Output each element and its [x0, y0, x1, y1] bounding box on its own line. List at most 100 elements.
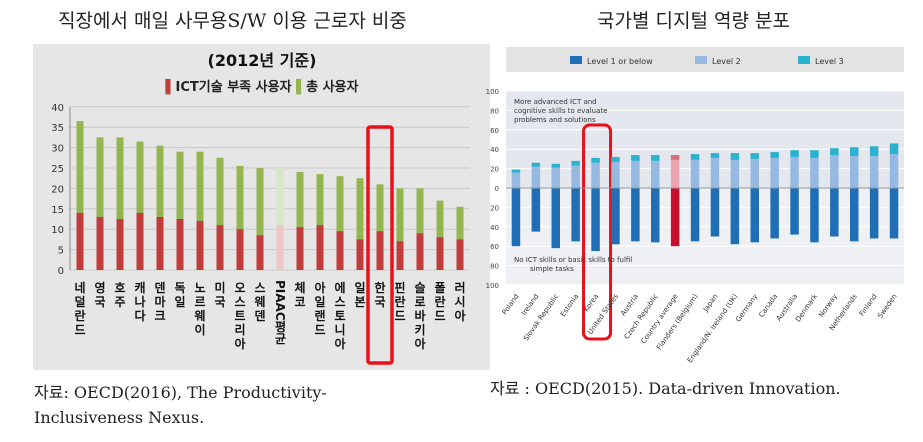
- right-bar-level3: [551, 163, 560, 168]
- right-bar-level3: [710, 153, 720, 158]
- right-bar-level3: [830, 148, 839, 156]
- right-bar-level1: [651, 188, 660, 243]
- left-bar-ict: [296, 227, 304, 270]
- left-bar-total: [236, 165, 244, 270]
- right-bar-level1: [531, 188, 541, 232]
- left-bar-total: [96, 137, 104, 270]
- left-bar-ict: [136, 212, 144, 270]
- right-y-tick-label: 60: [490, 127, 499, 135]
- right-bar-level3: [730, 153, 740, 160]
- left-bar-total: [376, 184, 384, 270]
- right-bar-level3: [511, 169, 521, 173]
- right-bar-level1: [631, 188, 640, 242]
- left-bar-total: [136, 141, 144, 270]
- left-bar-total: [196, 151, 204, 270]
- left-bar-total: [296, 172, 304, 270]
- right-bar-level1: [591, 188, 600, 252]
- left-highlight-box: [366, 125, 394, 365]
- left-bar-total: [276, 168, 284, 270]
- left-source-line-2: Inclusiveness Nexus.: [34, 408, 205, 427]
- right-bar-level1: [850, 188, 859, 242]
- left-bar-ict: [176, 219, 184, 270]
- right-bar-level3: [651, 155, 660, 161]
- left-source: 자료: OECD(2016), The Productivity- Inclus…: [34, 380, 327, 430]
- right-bar-level2: [770, 157, 779, 188]
- right-legend-swatch: [798, 56, 810, 64]
- left-bar-ict: [256, 235, 264, 270]
- right-bar-level2: [690, 159, 700, 188]
- right-bar-level2: [591, 162, 600, 188]
- left-bar-ict: [396, 241, 404, 270]
- left-legend-label: 총 사용자: [306, 79, 358, 95]
- right-y-tick-label: 100: [486, 88, 499, 96]
- left-bar-total: [316, 174, 324, 270]
- right-bar-level1: [710, 188, 720, 237]
- left-legend-marker: ▌: [165, 78, 176, 95]
- right-bar-level3: [850, 147, 859, 156]
- right-bar-level3: [631, 155, 640, 161]
- left-y-tick-label: 5: [58, 246, 64, 257]
- left-y-tick-label: 15: [51, 205, 64, 216]
- right-bar-level2: [631, 160, 640, 188]
- right-bar-level2: [850, 155, 859, 188]
- left-legend: ▌ICT기술 부족 사용자 ▌총 사용자: [165, 78, 359, 95]
- right-y-tick-label: 0: [495, 185, 499, 193]
- left-bar-ict: [116, 219, 124, 270]
- left-bar-ict: [316, 225, 324, 270]
- right-bar-level2: [830, 155, 839, 188]
- left-bar-total: [356, 178, 364, 270]
- right-annotation-lower: No ICT skills or basic skills to fulfil s…: [514, 256, 632, 273]
- right-legend-swatch: [695, 56, 707, 64]
- left-y-tick-label: 25: [51, 164, 64, 175]
- left-bar-total: [456, 206, 464, 270]
- right-bar-level3: [869, 146, 879, 156]
- left-bar-total: [256, 168, 264, 270]
- left-y-tick-label: 35: [51, 123, 64, 134]
- right-bar-level1: [770, 188, 779, 239]
- left-bar-ict: [356, 239, 364, 270]
- left-bar-ict: [436, 237, 444, 270]
- left-source-line-1: 자료: OECD(2016), The Productivity-: [34, 383, 327, 402]
- right-bar-level3: [670, 155, 680, 160]
- left-bar-ict: [216, 225, 224, 270]
- right-bar-level2: [790, 156, 799, 188]
- right-bar-level3: [591, 157, 600, 163]
- right-bar-level2: [611, 161, 620, 188]
- right-bar-level1: [750, 188, 759, 243]
- right-bar-level1: [790, 188, 799, 235]
- right-y-tick-label: 100: [486, 282, 499, 290]
- right-y-tick-label: 80: [490, 107, 499, 115]
- right-bar-level2: [710, 157, 720, 188]
- right-bar-level2: [750, 158, 759, 188]
- left-bar-ict: [416, 233, 424, 270]
- right-bar-level3: [531, 162, 541, 167]
- right-y-tick-label: 80: [490, 263, 499, 271]
- right-bar-level1: [889, 188, 899, 239]
- left-legend-label: ICT기술 부족 사용자: [176, 79, 292, 95]
- right-y-tick-label: 20: [490, 204, 499, 212]
- right-legend-label: Level 2: [712, 57, 741, 66]
- right-bar-level2: [651, 160, 660, 188]
- right-bar-level3: [690, 154, 700, 160]
- right-legend-label: Level 3: [815, 57, 844, 66]
- left-bar-total: [116, 137, 124, 270]
- right-bar-level3: [770, 152, 779, 158]
- right-annotation-upper: More advanced ICT and cognitive skills to…: [514, 98, 607, 124]
- left-legend-marker: ▌: [292, 78, 307, 95]
- right-y-tick-label: 20: [490, 166, 499, 174]
- left-x-tick-label: PIAAC평균: [273, 280, 287, 345]
- left-y-tick-label: 0: [58, 266, 64, 277]
- left-bar-ict: [96, 216, 104, 270]
- right-bar-level1: [611, 188, 620, 245]
